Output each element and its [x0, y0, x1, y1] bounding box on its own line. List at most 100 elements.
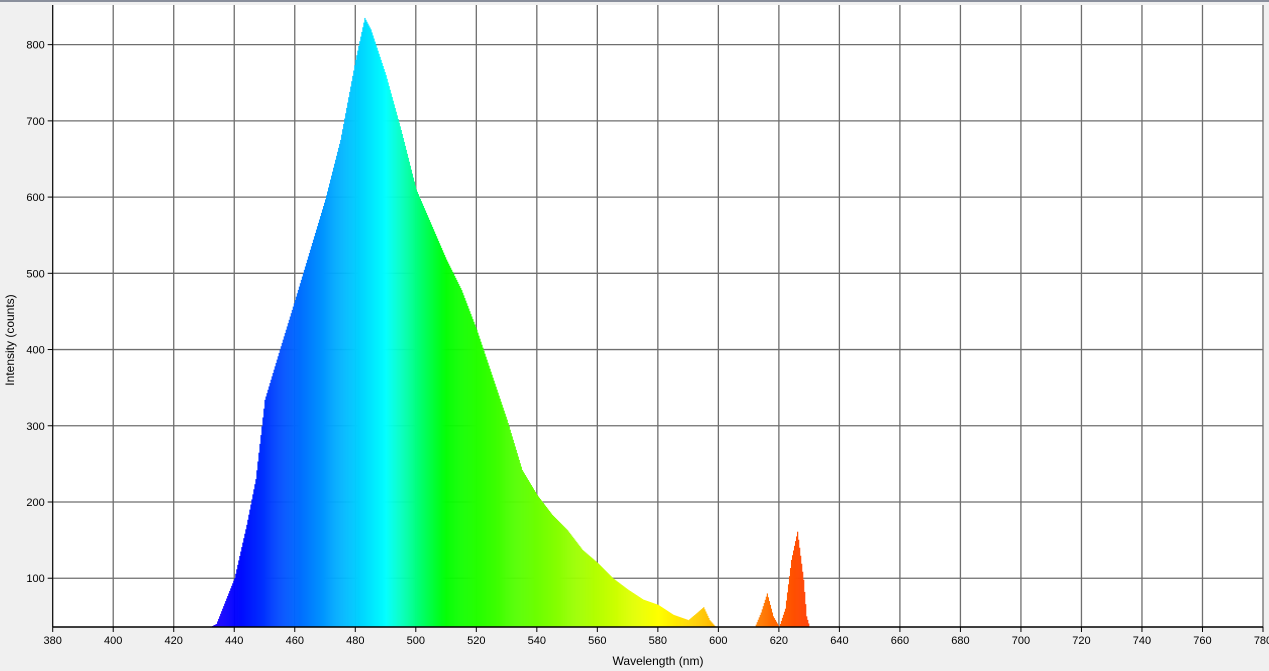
- x-tick-label: 600: [709, 635, 727, 647]
- spectrum-bar: [225, 601, 227, 627]
- spectrum-bar: [349, 91, 351, 628]
- spectrum-bar: [592, 558, 594, 627]
- spectrum-bar: [373, 38, 375, 628]
- spectrum-bar: [257, 461, 259, 627]
- spectrum-bar: [362, 27, 364, 628]
- spectrum-bar: [701, 608, 703, 627]
- spectrum-bar: [591, 557, 593, 627]
- spectrum-bar: [765, 596, 767, 627]
- spectrum-bar: [707, 615, 709, 627]
- spectrum-bar: [638, 596, 640, 627]
- spectrum-bar: [345, 113, 347, 628]
- spectrum-bar: [279, 349, 281, 627]
- spectrum-bar: [676, 615, 678, 627]
- spectrum-bar: [790, 559, 793, 627]
- spectrum-bar: [466, 303, 468, 627]
- spectrum-bar: [647, 601, 649, 627]
- spectrum-bar: [770, 608, 773, 627]
- spectrum-bar: [808, 623, 810, 627]
- spectrum-bar: [317, 222, 320, 627]
- spectrum-bar: [234, 578, 236, 627]
- spectrum-bar: [459, 286, 461, 627]
- spectrum-bar: [533, 490, 535, 627]
- spectrum-bar: [611, 577, 613, 627]
- spectrum-bar: [632, 592, 634, 627]
- spectrum-bar: [269, 383, 271, 627]
- spectrum-bar: [286, 326, 288, 627]
- spectrum-bar: [532, 488, 534, 627]
- spectrum-bar: [511, 436, 513, 627]
- spectrum-bar: [472, 319, 474, 627]
- y-tick-label: 500: [26, 268, 44, 280]
- spectrum-bar: [637, 596, 639, 627]
- spectrum-bar: [483, 350, 485, 627]
- spectrum-bar: [516, 453, 518, 627]
- x-tick-label: 660: [891, 635, 909, 647]
- x-tick-label: 380: [44, 635, 62, 647]
- spectrum-bar: [337, 151, 339, 627]
- spectrum-bar: [575, 540, 577, 627]
- spectrum-bar: [684, 618, 686, 627]
- spectrum-bar: [529, 483, 531, 627]
- spectrum-bar: [248, 514, 250, 627]
- spectrum-bar: [356, 55, 358, 628]
- spectrum-bar: [221, 611, 223, 627]
- spectrum-bar: [422, 205, 425, 628]
- spectrum-bar: [229, 590, 231, 627]
- spectrum-bar: [219, 616, 221, 627]
- spectrum-bar: [588, 555, 590, 627]
- spectrum-bar: [386, 78, 388, 628]
- spectrum-bar: [542, 503, 545, 627]
- spectrum-bar: [797, 531, 799, 627]
- spectrum-bar: [786, 592, 789, 627]
- spectrum-bar: [560, 523, 562, 627]
- spectrum-bar: [353, 70, 355, 627]
- spectrum-bar: [394, 108, 396, 627]
- spectrum-bar: [370, 29, 372, 628]
- spectrum-bar: [772, 616, 775, 627]
- spectrum-bar: [412, 177, 414, 627]
- spectrum-bar: [301, 276, 304, 627]
- spectrum-bar: [277, 356, 279, 627]
- spectrum-bar: [762, 606, 764, 627]
- spectrum-bar: [454, 275, 456, 627]
- x-tick-label: 740: [1133, 635, 1151, 647]
- spectrum-bar: [629, 590, 631, 627]
- spectrum-bar: [244, 533, 246, 627]
- spectrum-bar: [579, 546, 581, 627]
- spectrum-bar: [220, 613, 222, 627]
- spectrum-bar: [371, 32, 373, 628]
- spectrum-bar: [293, 303, 295, 627]
- spectrum-bar: [276, 359, 278, 627]
- spectrum-bar: [449, 265, 451, 627]
- spectrum-bar: [385, 75, 387, 628]
- spectrum-bar: [484, 353, 486, 627]
- spectrum-bar: [499, 398, 501, 627]
- spectrum-bar: [381, 62, 383, 627]
- spectrum-bar: [305, 263, 308, 627]
- y-tick-label: 600: [26, 192, 44, 204]
- spectrum-bar: [606, 572, 608, 627]
- spectrum-bar: [805, 604, 807, 627]
- spectrum-bar: [509, 429, 511, 627]
- spectrum-bar: [409, 165, 411, 627]
- spectrum-bar: [474, 324, 476, 627]
- spectrum-bar: [543, 504, 546, 627]
- spectrum-bar: [318, 219, 321, 627]
- spectrum-bar: [544, 505, 547, 627]
- spectrum-bar: [481, 344, 483, 627]
- spectrum-bar: [292, 306, 294, 627]
- spectrum-bar: [656, 604, 659, 627]
- spectrum-bar: [660, 606, 663, 627]
- spectrum-bar: [650, 602, 652, 627]
- spectrum-bar: [439, 245, 442, 628]
- spectrum-bar: [779, 623, 782, 627]
- spectrum-bar: [403, 141, 405, 627]
- spectrum-bar: [573, 538, 575, 627]
- spectrum-bar: [494, 383, 496, 627]
- spectrum-bar: [479, 338, 481, 627]
- spectrum-bar: [597, 562, 599, 627]
- spectrum-bar: [391, 97, 393, 628]
- spectrum-bar: [626, 588, 628, 627]
